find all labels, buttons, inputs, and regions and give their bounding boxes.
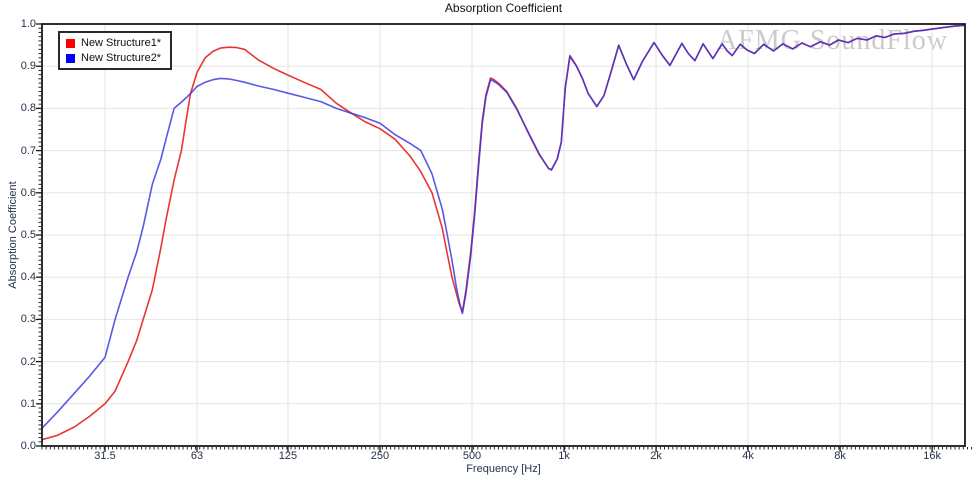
x-tick-label: 2k	[650, 450, 662, 462]
y-tick-label: 0.8	[20, 102, 36, 115]
x-axis-label: Frequency [Hz]	[466, 463, 541, 475]
y-tick-label: 0.9	[20, 60, 36, 73]
x-tick-label: 8k	[834, 450, 846, 462]
y-tick-label: 1.0	[20, 18, 36, 30]
legend-label-structure1: New Structure1*	[81, 37, 162, 49]
legend-item-structure2: New Structure2*	[66, 52, 161, 64]
y-tick-label: 0.6	[20, 186, 36, 199]
x-tick-label: 250	[370, 450, 390, 462]
y-tick-label: 0.2	[20, 355, 36, 368]
red-series-swatch	[66, 38, 75, 48]
y-tick-label: 0.0	[20, 440, 36, 452]
blue-series-swatch	[66, 53, 75, 63]
legend-label-structure2: New Structure2*	[81, 52, 162, 64]
y-tick-label: 0.1	[20, 397, 36, 410]
y-tick-label: 0.5	[20, 229, 36, 241]
y-tick-label: 0.4	[20, 271, 36, 284]
x-tick-label: 63	[190, 450, 204, 462]
legend-box[interactable]: New Structure1* New Structure2*	[58, 31, 173, 70]
chart-title: Absorption Coefficient	[444, 1, 563, 15]
y-tick-label: 0.7	[20, 144, 36, 157]
x-tick-label: 31.5	[94, 450, 116, 462]
y-tick-label: 0.3	[20, 313, 36, 326]
series-curve-1	[41, 24, 966, 441]
x-tick-label: 4k	[742, 450, 754, 462]
x-tick-label: 1k	[558, 450, 570, 462]
series-curve-2	[41, 24, 966, 429]
x-tick-label: 500	[462, 450, 482, 462]
plot-border	[41, 23, 966, 447]
x-tick-label: 16k	[923, 450, 941, 462]
x-tick-label: 125	[278, 450, 298, 462]
legend-item-structure1: New Structure1*	[66, 37, 161, 49]
